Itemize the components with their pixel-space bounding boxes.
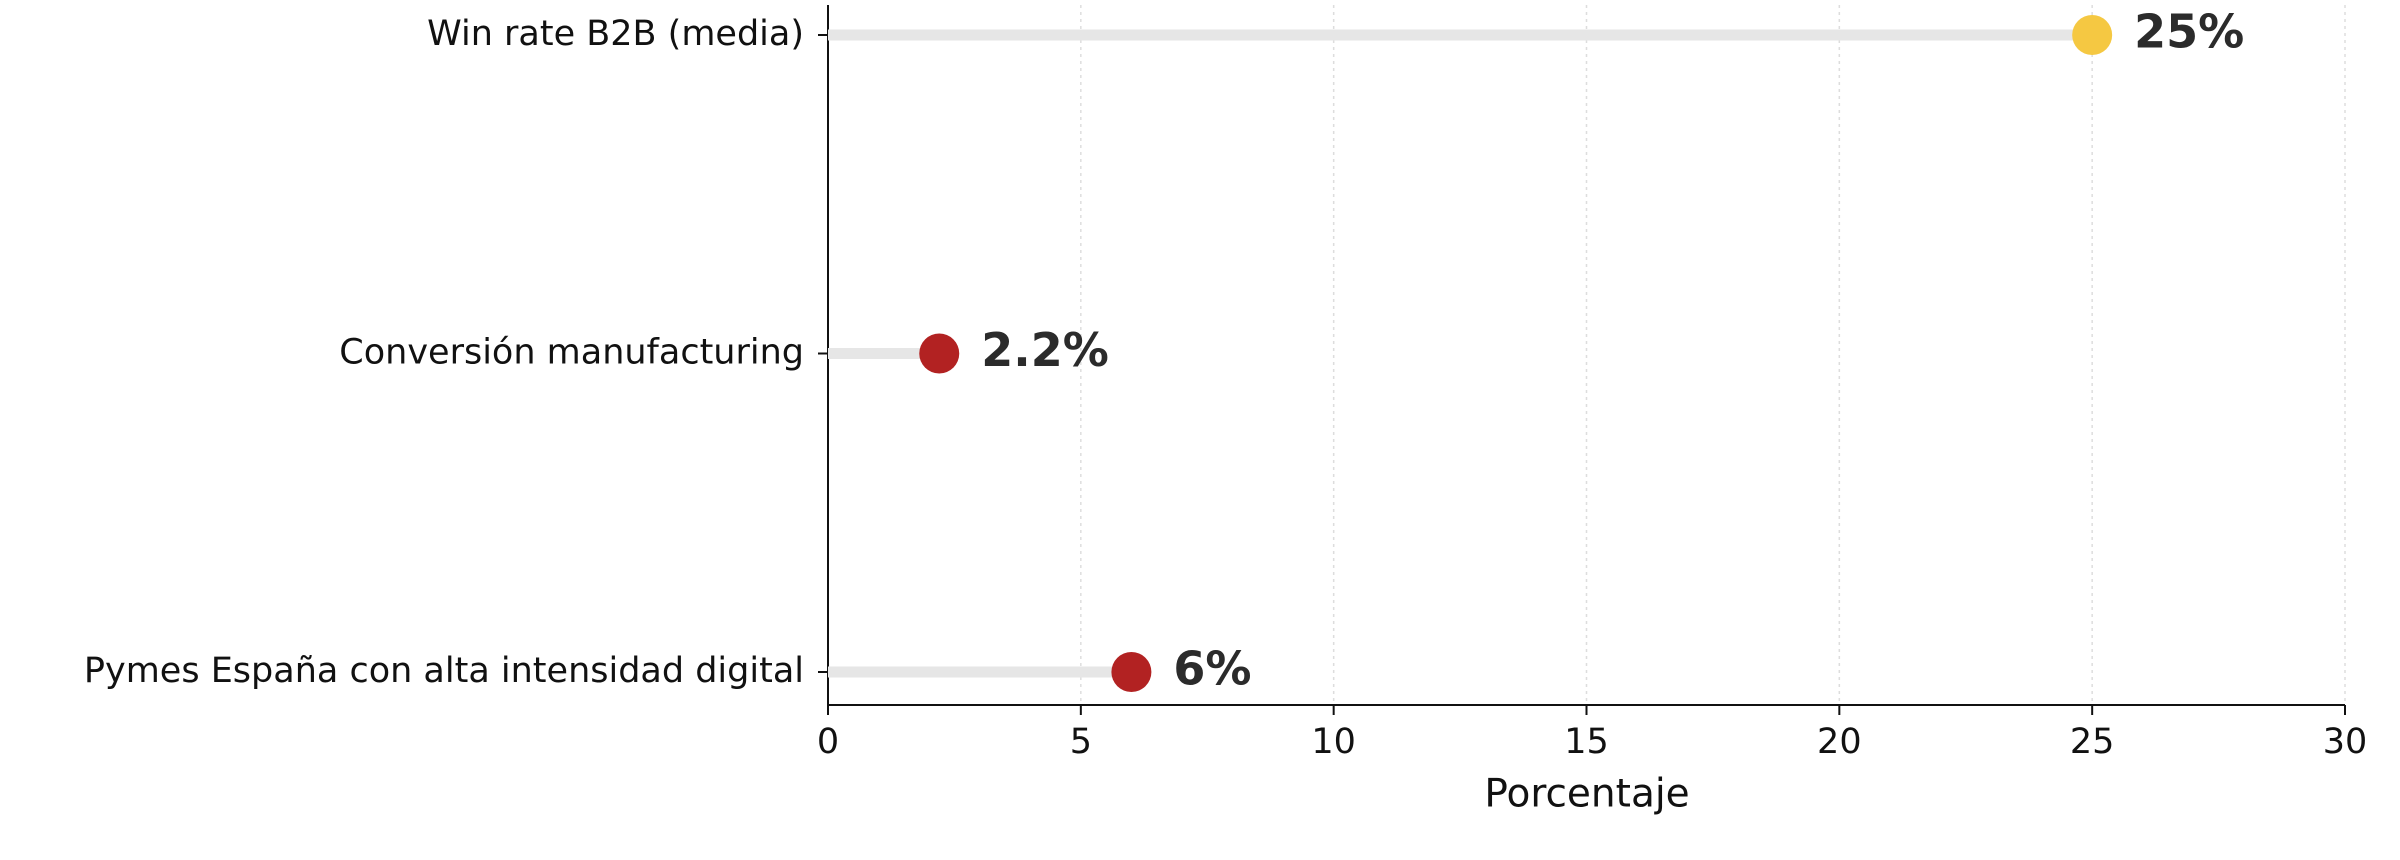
- y-tick-label: Pymes España con alta intensidad digital: [84, 651, 804, 691]
- x-tick-label: 20: [1817, 722, 1862, 762]
- dot: [2072, 15, 2113, 55]
- x-tick-label: 30: [2323, 722, 2368, 762]
- dot: [1111, 652, 1152, 692]
- x-tick-label: 25: [2070, 722, 2115, 762]
- x-tick-label: 0: [817, 722, 839, 762]
- x-tick-label: 5: [1070, 722, 1092, 762]
- x-axis-label: Porcentaje: [1484, 772, 1689, 817]
- x-tick-label: 15: [1564, 722, 1609, 762]
- dot: [919, 333, 960, 374]
- y-tick-label: Conversión manufacturing: [339, 333, 804, 373]
- y-tick-label: Win rate B2B (media): [427, 14, 804, 54]
- x-tick-label: 10: [1311, 722, 1356, 762]
- value-label: 6%: [1173, 642, 1251, 696]
- value-label: 2.2%: [981, 323, 1109, 377]
- value-label: 25%: [2134, 5, 2244, 59]
